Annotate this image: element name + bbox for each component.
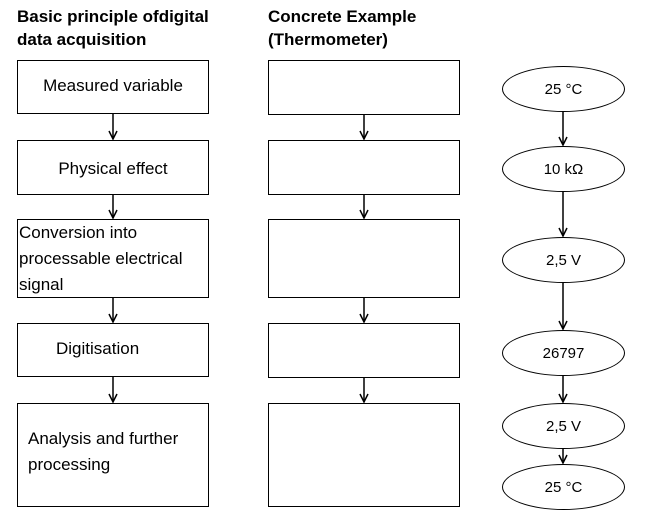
step-box-measured-variable: Measured variable bbox=[17, 60, 209, 114]
step-label: Measured variable bbox=[43, 76, 183, 95]
step-label: Analysis and further processing bbox=[28, 429, 179, 474]
middle-column-heading: Concrete Example (Thermometer) bbox=[268, 7, 417, 49]
value-oval-digital-count: 26797 bbox=[502, 330, 625, 376]
step-box-physical-effect: Physical effect bbox=[17, 140, 209, 195]
value-oval-temperature-in: 25 °C bbox=[502, 66, 625, 112]
example-box-3 bbox=[268, 219, 460, 298]
step-label: Physical effect bbox=[58, 159, 168, 178]
step-box-analysis: Analysis and further processing bbox=[17, 403, 209, 507]
step-box-digitisation: Digitisation bbox=[17, 323, 209, 377]
example-box-5 bbox=[268, 403, 460, 507]
step-box-conversion: Conversion into processable electrical s… bbox=[17, 219, 209, 298]
example-box-1 bbox=[268, 60, 460, 115]
example-box-4 bbox=[268, 323, 460, 378]
example-box-2 bbox=[268, 140, 460, 195]
step-label: Conversion into processable electrical s… bbox=[19, 223, 183, 294]
value-oval-temperature-out: 25 °C bbox=[502, 464, 625, 510]
value-oval-voltage-out: 2,5 V bbox=[502, 403, 625, 449]
value-oval-resistance: 10 kΩ bbox=[502, 146, 625, 192]
left-column-heading: Basic principle ofdigital data acquisiti… bbox=[17, 7, 209, 49]
step-label: Digitisation bbox=[56, 339, 140, 358]
value-oval-voltage: 2,5 V bbox=[502, 237, 625, 283]
